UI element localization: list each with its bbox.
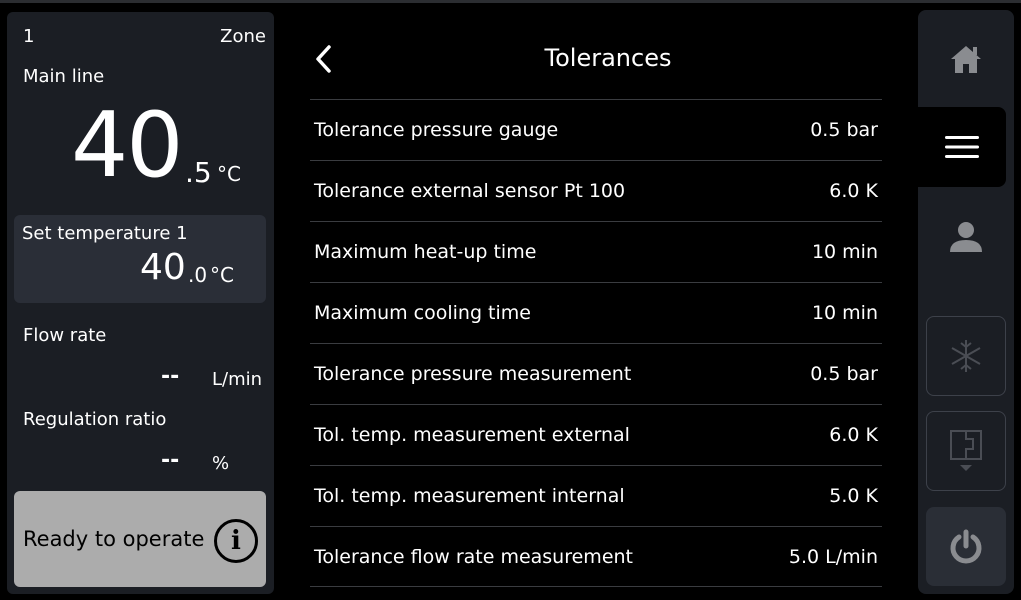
- set-temperature-label: Set temperature 1: [22, 223, 188, 244]
- tolerance-label: Maximum heat-up time: [314, 241, 537, 263]
- page-title: Tolerances: [544, 44, 672, 72]
- info-icon[interactable]: i: [214, 519, 258, 563]
- flow-rate-unit: L/min: [212, 369, 263, 390]
- tolerance-value: 10 min: [811, 241, 878, 263]
- nav-user-button[interactable]: [918, 187, 1014, 287]
- tolerance-value: 5.0 K: [829, 485, 878, 507]
- tolerance-row[interactable]: Tolerance pressure measurement 0.5 bar: [310, 343, 882, 404]
- nav-circuit-button[interactable]: [926, 411, 1006, 491]
- tolerance-label: Tol. temp. measurement external: [314, 424, 630, 446]
- flow-rate-value: --: [161, 364, 180, 389]
- tolerance-list: Tolerance pressure gauge 0.5 bar Tolerance…: [310, 99, 882, 587]
- nav-cooling-button[interactable]: [926, 316, 1006, 396]
- tolerance-label: Tol. temp. measurement internal: [314, 485, 625, 507]
- snowflake-icon: [951, 340, 981, 372]
- zone-number: 1: [23, 26, 35, 47]
- set-temperature-unit: °C: [210, 263, 234, 287]
- tolerance-value: 6.0 K: [829, 424, 878, 446]
- tolerance-row[interactable]: Maximum heat-up time 10 min: [310, 221, 882, 282]
- set-temperature-decimal: .0: [188, 263, 208, 287]
- home-icon: [951, 45, 981, 73]
- circuit-icon: [950, 430, 982, 471]
- tolerance-value: 10 min: [811, 302, 878, 324]
- status-box[interactable]: Ready to operate i: [14, 491, 266, 587]
- tolerance-row[interactable]: Tolerance external sensor Pt 100 6.0 K: [310, 160, 882, 221]
- regulation-ratio-label: Regulation ratio: [23, 409, 167, 430]
- regulation-ratio-value: --: [161, 448, 180, 473]
- main-line-decimal: .5: [185, 156, 212, 189]
- side-nav: [918, 10, 1014, 594]
- tolerance-value: 6.0 K: [829, 180, 878, 202]
- tolerance-value: 0.5 bar: [810, 363, 878, 385]
- power-icon: [950, 529, 982, 563]
- flow-rate-label: Flow rate: [23, 325, 107, 346]
- tolerance-value: 0.5 bar: [810, 119, 878, 141]
- menu-icon: [945, 136, 979, 158]
- zone-label: Zone: [220, 26, 266, 47]
- regulation-ratio-unit: %: [212, 453, 230, 474]
- tolerance-row[interactable]: Maximum cooling time 10 min: [310, 282, 882, 343]
- tolerance-label: Maximum cooling time: [314, 302, 531, 324]
- zone-panel: 1 Zone Main line 40 .5 °C Set temperatur…: [7, 12, 274, 594]
- set-temperature-box[interactable]: Set temperature 1 40 .0 °C: [14, 215, 266, 303]
- nav-menu-button[interactable]: [918, 107, 1006, 187]
- tolerance-value: 5.0 L/min: [788, 545, 878, 568]
- nav-home-button[interactable]: [918, 10, 1014, 107]
- status-text: Ready to operate: [23, 527, 205, 551]
- main-line-unit: °C: [217, 162, 241, 186]
- top-bar: [0, 0, 1021, 3]
- nav-power-button[interactable]: [926, 507, 1006, 586]
- tolerance-label: Tolerance flow rate measurement: [314, 545, 634, 568]
- tolerance-row[interactable]: Tolerance flow rate measurement 5.0 L/min: [310, 526, 882, 587]
- main-line-label: Main line: [23, 66, 105, 87]
- user-icon: [950, 222, 982, 252]
- tolerance-row[interactable]: Tol. temp. measurement internal 5.0 K: [310, 465, 882, 526]
- tolerance-row[interactable]: Tolerance pressure gauge 0.5 bar: [310, 99, 882, 160]
- tolerance-label: Tolerance pressure measurement: [314, 363, 632, 385]
- set-temperature-value: 40: [140, 247, 186, 288]
- chevron-left-icon[interactable]: [312, 42, 342, 76]
- tolerance-label: Tolerance pressure gauge: [314, 119, 559, 141]
- tolerance-row[interactable]: Tol. temp. measurement external 6.0 K: [310, 404, 882, 465]
- tolerance-label: Tolerance external sensor Pt 100: [314, 180, 626, 202]
- main-line-value: 40: [71, 93, 184, 198]
